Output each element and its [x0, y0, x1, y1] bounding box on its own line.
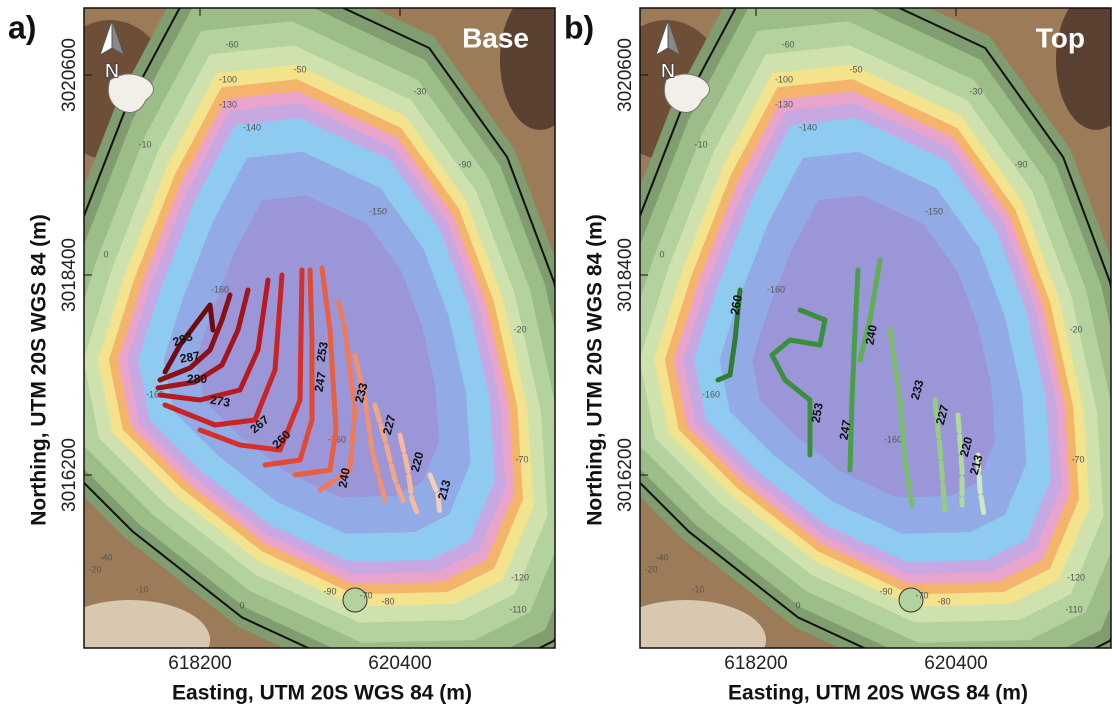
map-panel: -60-50-30-100-130-140-150-90-10-160-160-…: [25, 0, 603, 687]
depth-label: -30: [413, 86, 426, 96]
north-label: N: [661, 60, 675, 82]
depth-label: -10: [138, 139, 151, 149]
depth-label: -160: [702, 389, 720, 399]
depth-label: -70: [915, 590, 928, 600]
depth-label: -160: [767, 284, 785, 294]
depth-label: -90: [323, 586, 336, 596]
depth-label: -80: [381, 596, 394, 606]
depth-label: -20: [88, 564, 101, 574]
depth-label: -60: [781, 39, 794, 49]
depth-label: -20: [644, 564, 657, 574]
depth-label: -110: [509, 604, 526, 614]
depth-label: -150: [369, 206, 387, 216]
depth-label: -160: [211, 284, 229, 294]
depth-label: -20: [513, 324, 526, 334]
panel-title: Top: [1036, 22, 1085, 53]
depth-label: 0: [659, 249, 664, 259]
depth-label: -80: [937, 596, 950, 606]
depth-label: 0: [795, 600, 800, 610]
x-tick-label: 618200: [724, 653, 787, 674]
depth-label: -90: [1014, 159, 1027, 169]
depth-label: -130: [219, 99, 237, 109]
y-tick-label: 3016200: [615, 438, 636, 512]
depth-label: -40: [655, 552, 668, 562]
depth-label: 0: [103, 249, 108, 259]
depth-label: -130: [775, 99, 793, 109]
y-tick-label: 3020600: [59, 38, 80, 112]
depth-label: -120: [511, 572, 529, 582]
figure: -60-50-30-100-130-140-150-90-10-160-160-…: [0, 0, 1112, 714]
y-tick-label: 3018400: [59, 238, 80, 312]
depth-label: -10: [691, 584, 704, 594]
depth-label: -20: [1069, 324, 1082, 334]
x-tick-label: 618200: [168, 653, 231, 674]
y-axis-label: Northing, UTM 20S WGS 84 (m): [28, 214, 51, 526]
depth-label: 0: [239, 600, 244, 610]
page: -60-50-30-100-130-140-150-90-10-160-160-…: [0, 0, 1112, 714]
depth-label: -160: [884, 434, 902, 444]
contour-label: 280: [187, 372, 207, 386]
depth-label: -50: [849, 64, 862, 74]
map-panel: -60-50-30-100-130-140-150-90-10-160-160-…: [581, 0, 1112, 687]
y-tick-label: 3020600: [615, 38, 636, 112]
depth-label: -10: [694, 139, 707, 149]
y-tick-label: 3016200: [59, 438, 80, 512]
depth-label: -70: [1071, 454, 1084, 464]
panel-letter: a): [8, 9, 36, 45]
y-tick-label: 3018400: [615, 238, 636, 312]
depth-label: -50: [293, 64, 306, 74]
x-tick-label: 620400: [924, 653, 987, 674]
x-tick-label: 620400: [368, 653, 431, 674]
north-label: N: [105, 60, 119, 82]
depth-label: -30: [969, 86, 982, 96]
depth-label: -70: [515, 454, 528, 464]
panel-title: Base: [462, 22, 529, 53]
y-axis-label: Northing, UTM 20S WGS 84 (m): [584, 214, 607, 526]
depth-label: -90: [879, 586, 892, 596]
depth-label: -90: [458, 159, 471, 169]
depth-label: -100: [219, 74, 237, 84]
depth-label: -10: [135, 584, 148, 594]
depth-label: -40: [99, 552, 112, 562]
depth-label: -140: [243, 122, 261, 132]
depth-label: -100: [775, 74, 793, 84]
depth-label: -60: [225, 39, 238, 49]
depth-label: -70: [359, 590, 372, 600]
x-axis-label: Easting, UTM 20S WGS 84 (m): [172, 682, 472, 705]
depth-label: -140: [799, 122, 817, 132]
x-axis-label: Easting, UTM 20S WGS 84 (m): [728, 682, 1028, 705]
depth-label: -110: [1065, 604, 1082, 614]
depth-label: -150: [925, 206, 943, 216]
panel-letter: b): [564, 9, 594, 45]
basemap: -60-50-30-100-130-140-150-90-10-160-160-…: [581, 0, 1112, 687]
depth-label: -120: [1067, 572, 1085, 582]
